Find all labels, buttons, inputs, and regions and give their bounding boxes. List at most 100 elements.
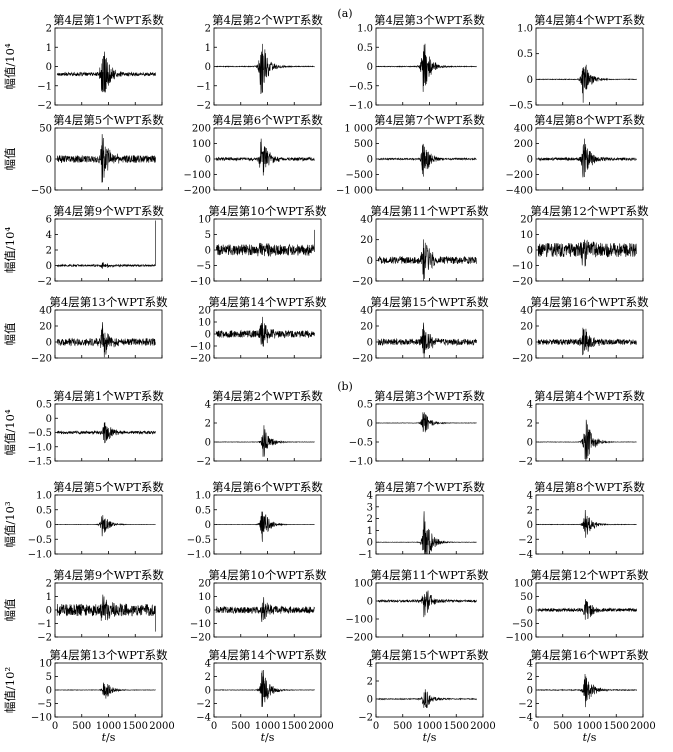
y-tick-label: −20 [352,277,373,288]
y-tick-label: −200 [506,170,533,181]
y-tick-label: 40 [39,306,52,317]
y-tick-label: 6 [46,215,52,226]
plot-frame [375,309,484,359]
y-tick-label: 0 [367,256,373,267]
y-tick-label: 0.5 [195,505,211,516]
signal-trace [56,682,156,699]
y-tick-label: −1 [37,81,52,92]
signal-trace [215,138,315,176]
subplot-title: 第4层第2个WPT系数 [212,389,323,403]
y-tick-label: 0 [205,606,211,617]
y-tick-label: 4 [367,491,373,502]
plot-frame [535,309,644,359]
y-tick-label: 20 [520,322,533,333]
subplot-title: 第4层第8个WPT系数 [534,113,645,127]
y-tick-label: 100 [354,579,373,590]
signal-trace [215,597,315,622]
subplot-title: 第4层第16个WPT系数 [530,295,649,309]
subplot-title: 第4层第11个WPT系数 [370,568,489,582]
y-tick-label: −0.5 [187,535,211,546]
x-tick-label: 1000 [255,721,280,732]
subplot-title: 第4层第6个WPT系数 [212,480,323,494]
y-tick-label: 0 [527,438,533,449]
panel-label-a: (a) [337,7,352,20]
plot-frame [54,218,163,282]
y-tick-label: −10 [512,261,533,272]
y-tick-label: −1.5 [28,457,52,468]
y-axis-label: 幅值/10⁴ [3,227,17,274]
y-tick-label: −2 [37,277,52,288]
y-axis-label: 幅值/10² [3,667,17,713]
x-tick-label: 2000 [149,721,174,732]
y-tick-label: 0.5 [357,43,373,54]
subplot-title: 第4层第12个WPT系数 [530,568,649,582]
y-tick-label: −2 [518,699,533,710]
x-tick-label: 500 [393,721,412,732]
subplot-title: 第4层第5个WPT系数 [53,480,164,494]
y-tick-label: −10 [190,277,211,288]
y-tick-label: −20 [190,354,211,365]
subplot-title: 第4层第10个WPT系数 [208,568,327,582]
x-tick-label: 1000 [417,721,442,732]
y-tick-label: −1 [196,81,211,92]
y-tick-label: 400 [514,124,533,135]
subplot-title: 第4层第15个WPT系数 [370,295,489,309]
subplot-title: 第4层第10个WPT系数 [208,204,327,218]
y-tick-label: −2 [37,101,52,112]
y-tick-label: −20 [512,354,533,365]
y-tick-label: 10 [39,659,52,670]
y-tick-label: 1.0 [195,491,211,502]
signal-trace [215,316,315,347]
x-tick-label: 1500 [444,721,469,732]
signal-trace [56,422,156,444]
y-tick-label: 0 [527,606,533,617]
y-tick-label: −2 [358,713,373,724]
y-tick-label: −100 [506,633,533,644]
y-tick-label: 2 [527,505,533,516]
signal-trace [378,511,477,555]
signal-trace [56,134,156,183]
plot-frame [54,309,163,359]
signal-trace [215,229,315,257]
y-tick-label: −2 [196,457,211,468]
signal-trace [377,143,477,177]
y-tick-label: 20 [360,235,373,246]
y-tick-label: 4 [46,230,52,241]
y-tick-label: −100 [346,615,373,626]
subplot-title: 第4层第9个WPT系数 [53,204,164,218]
y-tick-label: 50 [520,592,533,603]
y-tick-label: −0.5 [509,101,533,112]
y-tick-label: −1 [37,619,52,630]
subplot-title: 第4层第12个WPT系数 [530,204,649,218]
y-tick-label: 100 [514,579,533,590]
y-tick-label: −200 [184,186,211,197]
y-tick-label: 0.5 [36,400,52,411]
y-tick-label: 0 [46,520,52,531]
y-tick-label: 40 [520,306,533,317]
signal-trace [56,515,156,537]
y-axis-label: 幅值 [3,322,17,345]
subplot-title: 第4层第7个WPT系数 [374,113,485,127]
x-axis-label: t/s [261,731,275,744]
y-tick-label: −0.5 [28,428,52,439]
y-tick-label: 4 [527,400,533,411]
y-tick-label: 0 [205,62,211,73]
y-tick-label: 200 [192,124,211,135]
y-tick-label: 0 [205,520,211,531]
y-tick-label: −1.0 [349,457,373,468]
subplot-title: 第4层第1个WPT系数 [53,389,164,403]
y-tick-label: −0.5 [349,81,373,92]
y-axis-label: 幅值/10⁴ [3,409,17,456]
signal-trace [56,51,156,93]
